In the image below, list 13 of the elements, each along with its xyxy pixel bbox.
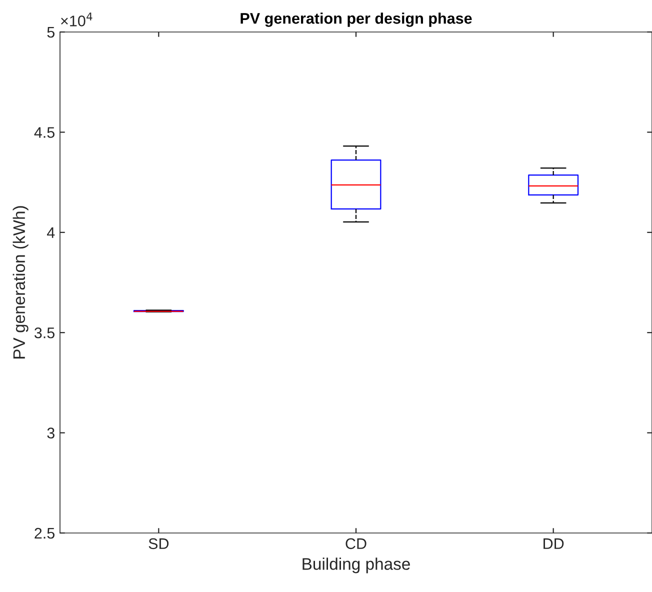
text: ×10$^{4}$	[61, 12, 92, 26]
y-tick-label: 3	[47, 428, 54, 438]
x-tick-label: CD	[346, 538, 366, 550]
chart-title: PV generation per design phase	[240, 12, 472, 27]
x-axis-title: Building phase	[302, 558, 410, 574]
x-tick-label: SD	[148, 538, 169, 550]
x-tick-label: DD	[544, 538, 564, 549]
y-tick-label: 4.5	[34, 127, 54, 138]
y-tick-label: 5	[47, 27, 54, 38]
y-tick-label: 4	[46, 227, 55, 238]
y-axis-title: PV generation (kWh)	[12, 206, 28, 358]
y-tick-label: 3.5	[34, 327, 54, 338]
y-tick-label: 2.5	[34, 528, 54, 539]
